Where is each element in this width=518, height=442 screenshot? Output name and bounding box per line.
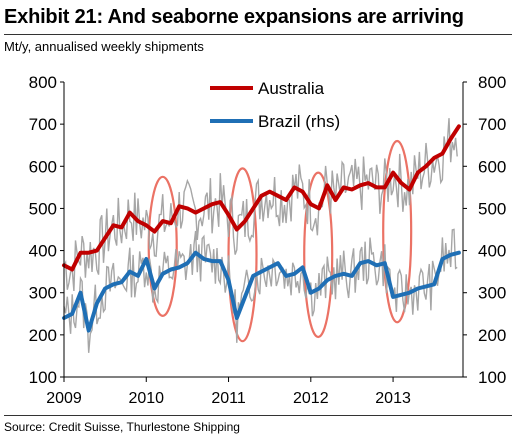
highlight-ellipse-3 <box>303 171 334 339</box>
source-divider <box>4 415 512 416</box>
y2-tick-label: 700 <box>478 115 506 134</box>
y2-tick-label: 500 <box>478 199 506 218</box>
australia-series-line <box>62 124 461 272</box>
chart-title: Exhibit 21: And seaborne expansions are … <box>4 6 464 28</box>
y-tick-label: 100 <box>29 368 57 387</box>
y2-tick-label: 800 <box>478 73 506 92</box>
title-divider <box>4 34 512 35</box>
highlight-ellipse-1 <box>147 175 178 317</box>
y-tick-label: 800 <box>29 73 57 92</box>
legend: Australia Brazil (rhs) <box>210 79 340 131</box>
y2-tick-label: 600 <box>478 157 506 176</box>
annotation-layer <box>147 139 413 343</box>
chart-subtitle: Mt/y, annualised weekly shipments <box>4 39 204 54</box>
y2-tick-label: 100 <box>478 368 506 387</box>
highlight-ellipse-4 <box>382 139 413 324</box>
brazil-legend-label: Brazil (rhs) <box>258 112 340 131</box>
australia-weekly-line <box>63 118 458 292</box>
highlight-ellipse-2 <box>227 167 258 343</box>
weekly-shipments-layer <box>63 118 458 353</box>
australia-legend-label: Australia <box>258 79 325 98</box>
brazil-series-line <box>62 250 461 333</box>
y-tick-label: 600 <box>29 157 57 176</box>
x-tick-label: 2013 <box>375 390 411 407</box>
brazil-weekly-line <box>63 228 458 353</box>
y-tick-label: 400 <box>29 242 57 261</box>
y2-tick-label: 200 <box>478 326 506 345</box>
x-tick-label: 2011 <box>211 390 246 407</box>
y-tick-label: 700 <box>29 115 57 134</box>
y-tick-label: 500 <box>29 199 57 218</box>
axes-layer: 100 200 300 400 500 600 700 800 100 200 300 400 500 6… <box>29 73 507 407</box>
x-tick-label: 2010 <box>128 390 164 407</box>
x-tick-label: 2009 <box>46 390 82 407</box>
series-layer <box>62 124 461 333</box>
y-tick-label: 200 <box>29 326 57 345</box>
x-tick-label: 2012 <box>293 390 329 407</box>
chart-canvas: 100 200 300 400 500 600 700 800 100 200 300 400 500 6… <box>29 73 507 407</box>
source-note: Source: Credit Suisse, Thurlestone Shipp… <box>4 420 240 434</box>
y2-tick-label: 300 <box>478 284 506 303</box>
y2-tick-label: 400 <box>478 242 506 261</box>
y-tick-label: 300 <box>29 284 57 303</box>
